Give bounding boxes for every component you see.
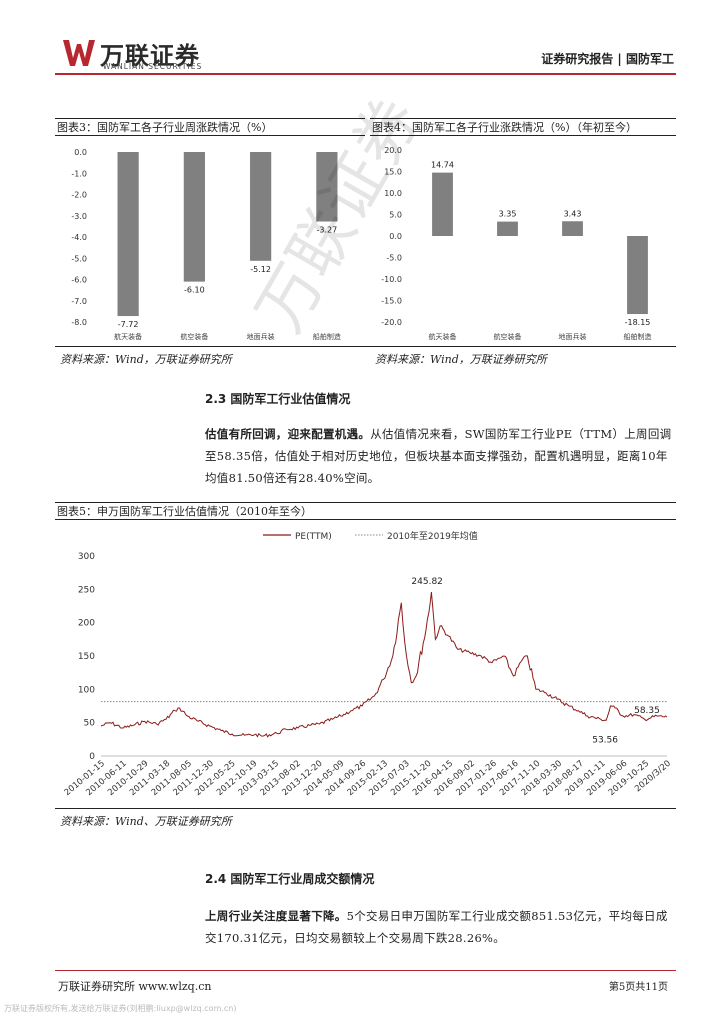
category-label: 航天装备 bbox=[114, 332, 142, 341]
category-label: 航空装备 bbox=[494, 332, 522, 341]
y-tick-label: -8.0 bbox=[71, 318, 87, 327]
section-2-3-lead: 估值有所回调，迎来配置机遇。 bbox=[205, 427, 371, 441]
y-tick-label: 0.0 bbox=[74, 148, 87, 157]
section-2-4-title: 2.4 国防军工行业周成交额情况 bbox=[205, 872, 375, 886]
footer-left: 万联证券研究所 www.wlzq.cn bbox=[58, 980, 212, 993]
y-tick-label: -2.0 bbox=[71, 191, 87, 200]
page-number: 第5页共11页 bbox=[608, 982, 668, 993]
y-tick-label: -6.0 bbox=[71, 276, 87, 285]
bar bbox=[627, 236, 648, 315]
brand-name-en: WANLIAN SECURITIES bbox=[103, 62, 203, 71]
bar bbox=[562, 221, 583, 236]
section-2-3-title: 2.3 国防军工行业估值情况 bbox=[205, 392, 351, 406]
report-type: 证券研究报告 bbox=[541, 52, 614, 66]
category-label: 航空装备 bbox=[180, 332, 208, 341]
section-2-4-lead: 上周行业关注度显著下降。 bbox=[205, 909, 347, 923]
figure5-bottom-rule bbox=[55, 808, 676, 809]
figure4-caption: 图表4：国防军工各子行业涨跌情况（%）（年初至今） bbox=[370, 118, 676, 136]
y-tick-label: -10.0 bbox=[381, 275, 402, 284]
category-label: 船舶制造 bbox=[624, 332, 652, 341]
section-2-3-body: 从估值情况来看，SW国防军工行业PE（TTM）上周回调至58.35倍，估值处于相… bbox=[205, 427, 672, 485]
y-tick-label: -1.0 bbox=[71, 169, 87, 178]
data-label: 14.74 bbox=[431, 161, 454, 170]
section-2-4-body: 5个交易日申万国防军工行业成交额851.53亿元，平均每日成交170.31亿元，… bbox=[205, 909, 668, 945]
data-label: 3.35 bbox=[499, 210, 517, 219]
brand-name: 万联证券 bbox=[100, 42, 200, 70]
figure3-chart: 0.0 -1.0 -2.0 -3.0 -4.0 -5.0 -6.0 -7.0 -8.0 -7.72… bbox=[71, 148, 341, 341]
figure34-bottom-rule bbox=[55, 346, 676, 347]
bar bbox=[497, 221, 518, 236]
wanlian-logo-icon bbox=[63, 40, 95, 66]
header-divider bbox=[55, 73, 676, 75]
data-label: -18.15 bbox=[625, 318, 651, 327]
legend-label-pe: PE(TTM) bbox=[295, 532, 332, 542]
figure5-caption: 图表5：申万国防军工行业估值情况（2010年至今） bbox=[55, 502, 676, 520]
y-tick-label: -7.0 bbox=[71, 297, 87, 306]
y-tick-label: -4.0 bbox=[71, 233, 87, 242]
annotation-low: 53.56 bbox=[592, 735, 618, 745]
annotation-peak: 245.82 bbox=[411, 577, 443, 587]
figure5-chart: PE(TTM) 2010年至2019年均值 0 50 100 150 200 250 300 24… bbox=[63, 530, 673, 798]
y-tick-label: -5.0 bbox=[386, 254, 402, 263]
pe-series-line bbox=[100, 592, 668, 738]
footer-divider bbox=[55, 970, 676, 971]
figure4-source: 资料来源：Wind，万联证券研究所 bbox=[375, 353, 547, 366]
category-label: 地面兵装 bbox=[247, 332, 275, 341]
y-tick-label: 250 bbox=[78, 585, 95, 595]
y-tick-label: 50 bbox=[84, 719, 96, 729]
y-tick-label: 0.0 bbox=[389, 232, 402, 241]
y-tick-label: 10.0 bbox=[384, 189, 402, 198]
y-tick-label: 150 bbox=[78, 652, 95, 662]
data-label: -6.10 bbox=[184, 286, 205, 295]
figure5-source: 资料来源：Wind、万联证券研究所 bbox=[60, 815, 232, 828]
copyright-watermark: 万联证券版权所有,发送给万联证券(刘相鹏:liuxp@wlzq.com.cn) bbox=[4, 1004, 237, 1013]
report-sector: 国防军工 bbox=[625, 52, 674, 66]
y-tick-label: -20.0 bbox=[381, 318, 402, 327]
legend-label-mean: 2010年至2019年均值 bbox=[387, 530, 478, 542]
y-tick-label: 200 bbox=[78, 619, 95, 629]
bar bbox=[183, 152, 205, 282]
header-separator: | bbox=[617, 52, 622, 66]
category-label: 航天装备 bbox=[429, 332, 457, 341]
y-tick-label: 15.0 bbox=[384, 168, 402, 177]
figure4-chart: 20.0 15.0 10.0 5.0 0.0 -5.0 -10.0 -15.0 -20.0 14.… bbox=[381, 146, 652, 341]
category-label: 船舶制造 bbox=[313, 332, 341, 341]
y-tick-label: -3.0 bbox=[71, 212, 87, 221]
figure3-source: 资料来源：Wind，万联证券研究所 bbox=[60, 353, 232, 366]
y-tick-label: 100 bbox=[78, 685, 95, 695]
data-label: -5.12 bbox=[250, 265, 271, 274]
y-tick-label: -15.0 bbox=[381, 297, 402, 306]
y-tick-label: 5.0 bbox=[389, 211, 402, 220]
annotation-latest: 58.35 bbox=[634, 706, 660, 716]
bar bbox=[117, 152, 139, 317]
bar bbox=[432, 172, 453, 236]
y-tick-label: 300 bbox=[78, 552, 95, 562]
bar bbox=[316, 152, 338, 222]
category-label: 地面兵装 bbox=[559, 332, 587, 341]
y-tick-label: 0 bbox=[89, 752, 95, 762]
bar bbox=[250, 152, 272, 261]
section-2-3-paragraph: 估值有所回调，迎来配置机遇。从估值情况来看，SW国防军工行业PE（TTM）上周回… bbox=[205, 423, 675, 489]
data-label: -7.72 bbox=[118, 320, 139, 329]
y-tick-label: 20.0 bbox=[384, 146, 402, 155]
y-tick-label: -5.0 bbox=[71, 254, 87, 263]
figure3-caption: 图表3：国防军工各子行业周涨跌情况（%） bbox=[55, 118, 365, 136]
section-2-4-paragraph: 上周行业关注度显著下降。5个交易日申万国防军工行业成交额851.53亿元，平均每… bbox=[205, 905, 675, 949]
report-header-tag: 证券研究报告 | 国防军工 bbox=[541, 50, 674, 67]
data-label: 3.43 bbox=[564, 209, 582, 218]
data-label: -3.27 bbox=[317, 225, 338, 234]
